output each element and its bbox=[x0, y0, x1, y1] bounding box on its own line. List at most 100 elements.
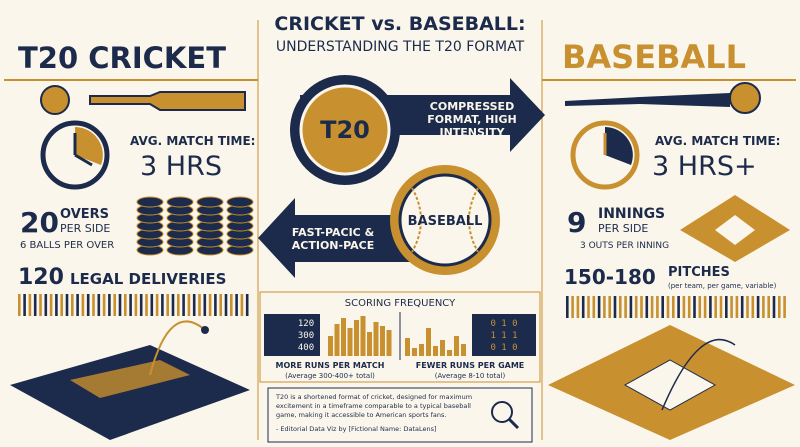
tick-strip bbox=[608, 296, 611, 318]
tick-strip bbox=[166, 294, 169, 316]
tick-strip bbox=[81, 294, 85, 316]
time-value: 3 HRS bbox=[140, 151, 222, 182]
tick-strip bbox=[102, 294, 106, 316]
mini-bar bbox=[354, 320, 359, 356]
mini-bar bbox=[419, 344, 424, 356]
tick-strip bbox=[576, 296, 580, 318]
innings-label: PER SIDE bbox=[598, 222, 648, 235]
pitches-label: PITCHES bbox=[668, 265, 730, 280]
ball bbox=[201, 326, 209, 334]
tick-strip bbox=[603, 296, 606, 318]
tick-strip bbox=[619, 296, 622, 318]
title: CRICKET vs. BASEBALL: bbox=[274, 13, 525, 35]
footnote-line: game, making it accessible to American s… bbox=[276, 411, 447, 419]
tick-strip bbox=[709, 296, 712, 318]
tick-strip bbox=[682, 296, 686, 318]
tick-strip bbox=[634, 296, 638, 318]
mini-bar bbox=[380, 326, 385, 356]
magnifier-handle bbox=[507, 417, 520, 430]
tick-strip bbox=[730, 296, 733, 318]
tick-strip bbox=[161, 294, 164, 316]
tick-strip bbox=[624, 296, 627, 318]
pitches-note: (per team, per game, variable) bbox=[668, 282, 777, 290]
baseball bbox=[729, 82, 761, 114]
mini-bar bbox=[440, 340, 445, 356]
tick-strip bbox=[177, 294, 180, 316]
tick-strip bbox=[581, 296, 585, 318]
scoreboard bbox=[264, 314, 320, 356]
tick-strip bbox=[751, 296, 755, 318]
tick-strip bbox=[65, 294, 69, 316]
coin bbox=[196, 196, 224, 208]
deliveries-label: LEGAL DELIVERIES bbox=[70, 270, 226, 288]
arrow-text: INTENSITY bbox=[439, 126, 505, 139]
scoreboard-digit: 120 bbox=[298, 319, 314, 329]
mini-bar bbox=[367, 332, 372, 356]
tick-strip bbox=[113, 294, 116, 316]
tick-strip bbox=[656, 296, 659, 318]
ball-path bbox=[149, 320, 206, 376]
tick-strip bbox=[640, 296, 643, 318]
baseball-badge: BASEBALL bbox=[408, 214, 483, 229]
mini-bar bbox=[347, 328, 353, 356]
tick-strip bbox=[219, 294, 222, 316]
tick-strip bbox=[778, 296, 781, 318]
time-value: 3 HRS+ bbox=[652, 151, 757, 182]
mini-bar bbox=[386, 330, 392, 356]
scoreboard-digit: 300 bbox=[298, 331, 314, 341]
tick-strip bbox=[214, 294, 217, 316]
tick-strip bbox=[230, 294, 233, 316]
tick-strip bbox=[124, 294, 127, 316]
clock-hand bbox=[74, 153, 93, 167]
clock-fill bbox=[75, 127, 103, 165]
tick-strip bbox=[145, 294, 148, 316]
tick-strip bbox=[39, 294, 42, 316]
tick-strip bbox=[150, 294, 154, 316]
overs-label: PER SIDE bbox=[60, 222, 110, 235]
mini-bar bbox=[454, 336, 459, 356]
ball-path bbox=[661, 338, 736, 411]
deliveries-number: 120 bbox=[18, 265, 64, 290]
tick-strip bbox=[28, 294, 32, 316]
time-label: AVG. MATCH TIME: bbox=[655, 134, 780, 148]
tick-strip bbox=[44, 294, 48, 316]
tick-strip bbox=[735, 296, 739, 318]
tick-strip bbox=[719, 296, 723, 318]
tick-strip bbox=[118, 294, 122, 316]
tick-strip bbox=[245, 294, 249, 316]
tick-strip bbox=[171, 294, 175, 316]
tick-strip bbox=[587, 296, 590, 318]
scoreboard-digit: 0 1 0 bbox=[490, 343, 517, 353]
tick-strip bbox=[182, 294, 185, 316]
tick-strip bbox=[756, 296, 760, 318]
tick-strip bbox=[767, 296, 770, 318]
coin bbox=[166, 196, 194, 208]
tick-strip bbox=[240, 294, 244, 316]
footnote-box bbox=[267, 387, 533, 443]
tick-strip bbox=[108, 294, 111, 316]
mini-bar bbox=[405, 338, 410, 356]
tick-strip bbox=[613, 296, 617, 318]
cricket-scoring-note: (Average 300-400+ total) bbox=[285, 372, 375, 380]
innings-label: INNINGS bbox=[598, 206, 665, 222]
tick-strip bbox=[597, 296, 601, 318]
tick-strip bbox=[687, 296, 691, 318]
innings-number: 9 bbox=[567, 206, 586, 239]
baseball-scoring-note: (Average 8-10 total) bbox=[435, 372, 506, 380]
scoring-frame bbox=[259, 291, 541, 383]
tick-strip bbox=[71, 294, 74, 316]
decorations bbox=[4, 20, 796, 443]
cricket-heading: T20 CRICKET bbox=[18, 41, 226, 75]
tick-strip bbox=[698, 296, 702, 318]
tick-strip bbox=[92, 294, 95, 316]
mini-bar bbox=[360, 316, 366, 356]
overs-number: 20 bbox=[20, 206, 59, 239]
tick-strip bbox=[703, 296, 707, 318]
coin bbox=[136, 196, 164, 208]
tick-strip bbox=[693, 296, 696, 318]
mini-bar bbox=[433, 346, 438, 356]
t20-badge-inner bbox=[299, 84, 391, 176]
tick-strip bbox=[155, 294, 159, 316]
baseball-bat bbox=[565, 93, 730, 107]
